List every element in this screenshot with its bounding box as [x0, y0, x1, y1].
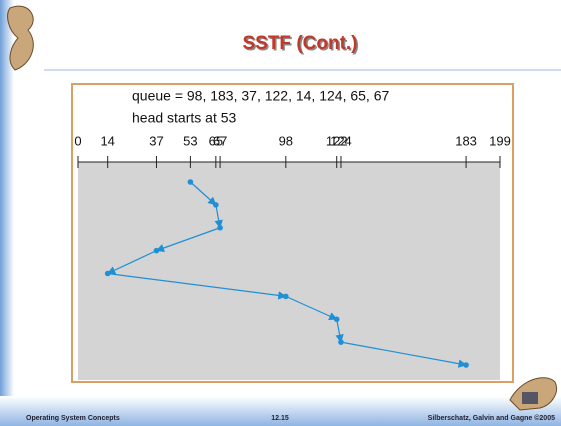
left-band: [0, 0, 14, 426]
figure-area: [78, 162, 500, 380]
tick-label: 122: [326, 133, 348, 148]
footer-right: Silberschatz, Galvin and Gagne ©2005: [428, 414, 555, 422]
queue-label: queue = 98, 183, 37, 122, 14, 124, 65, 6…: [132, 88, 389, 104]
head-position: [338, 339, 344, 345]
tick-label: 124: [330, 133, 352, 148]
tick-label: 199: [489, 133, 511, 148]
seek-segment: [340, 341, 467, 368]
footer-center: 12.15: [271, 415, 289, 422]
seek-segment: [155, 227, 221, 253]
logo-bottom-right: [509, 377, 557, 411]
footer-left: Operating System Concepts: [26, 415, 120, 422]
tick-label: 65: [209, 133, 223, 148]
logo-top-left: [7, 5, 34, 71]
head-position: [217, 224, 223, 231]
head-position: [213, 202, 219, 208]
head-label: head starts at 53: [132, 110, 237, 126]
tick-label: 67: [213, 133, 227, 148]
seek-segment: [106, 250, 157, 275]
seek-segment: [189, 181, 217, 206]
seek-segment: [335, 319, 344, 343]
seek-segment: [107, 272, 287, 300]
tick-label: 14: [100, 133, 114, 148]
tick-label: 37: [149, 133, 163, 148]
head-position: [187, 179, 194, 185]
head-position: [104, 270, 111, 277]
title: SSTF (Cont.): [242, 33, 357, 54]
head-position: [283, 293, 289, 300]
title-shadow: SSTF (Cont.): [244, 35, 359, 56]
bottom-band: [0, 396, 561, 426]
tick-label: 98: [279, 133, 293, 148]
seek-segment: [285, 295, 338, 320]
seek-segment: [214, 204, 223, 229]
head-position: [463, 362, 469, 368]
tick-label: 0: [74, 133, 81, 148]
head-position: [153, 247, 160, 254]
tick-label: 183: [455, 133, 477, 148]
tick-label: 53: [183, 133, 197, 148]
head-position: [333, 316, 340, 323]
